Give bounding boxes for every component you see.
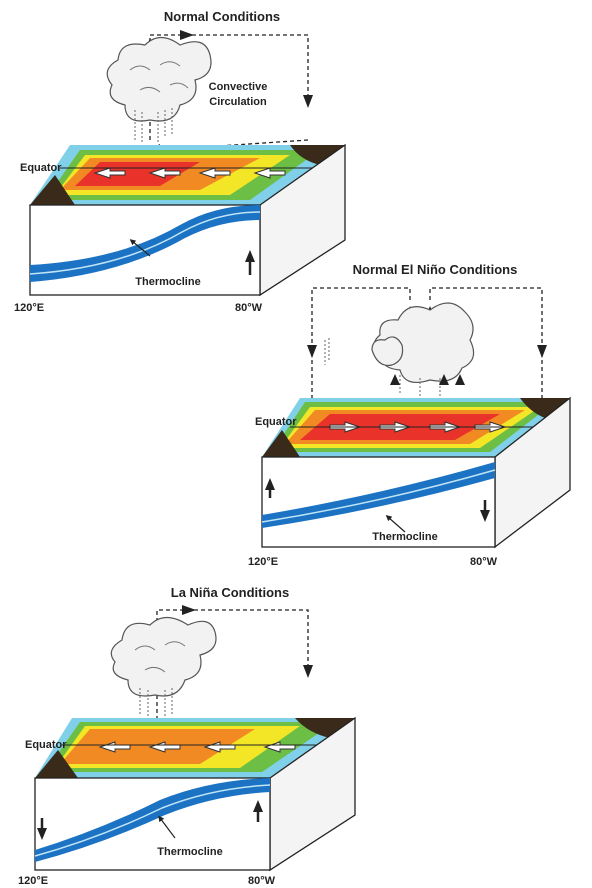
thermocline-water <box>30 205 260 282</box>
cloud-icon <box>106 36 212 142</box>
west-longitude-label: 120°E <box>14 302 44 314</box>
west-longitude-label: 120°E <box>18 875 48 887</box>
cloud-icon <box>110 616 217 718</box>
west-land <box>30 175 75 205</box>
panel-normal: Normal Conditions Convective Circul <box>14 9 346 314</box>
equator-label: Equator <box>25 739 67 751</box>
panel-title: Normal Conditions <box>164 9 280 24</box>
equator-label: Equator <box>20 162 62 174</box>
east-longitude-label: 80°W <box>235 302 263 314</box>
thermocline-label: Thermocline <box>157 846 222 858</box>
circulation-label-line2: Circulation <box>209 96 267 108</box>
panel-la-nina: La Niña Conditions <box>18 585 356 887</box>
east-longitude-label: 80°W <box>470 556 498 568</box>
panel-title: La Niña Conditions <box>171 585 289 600</box>
east-longitude-label: 80°W <box>248 875 276 887</box>
west-longitude-label: 120°E <box>248 556 278 568</box>
panel-title: Normal El Niño Conditions <box>353 262 518 277</box>
cloud-icon <box>324 302 475 398</box>
panel-el-nino: Normal El Niño Conditions <box>248 262 571 568</box>
equator-label: Equator <box>255 416 297 428</box>
east-land <box>290 145 345 165</box>
thermocline-label: Thermocline <box>135 276 200 288</box>
ocean-surface <box>35 718 355 778</box>
circulation-label-line1: Convective <box>209 81 268 93</box>
thermocline-label: Thermocline <box>372 531 437 543</box>
thermocline-water <box>35 778 270 862</box>
